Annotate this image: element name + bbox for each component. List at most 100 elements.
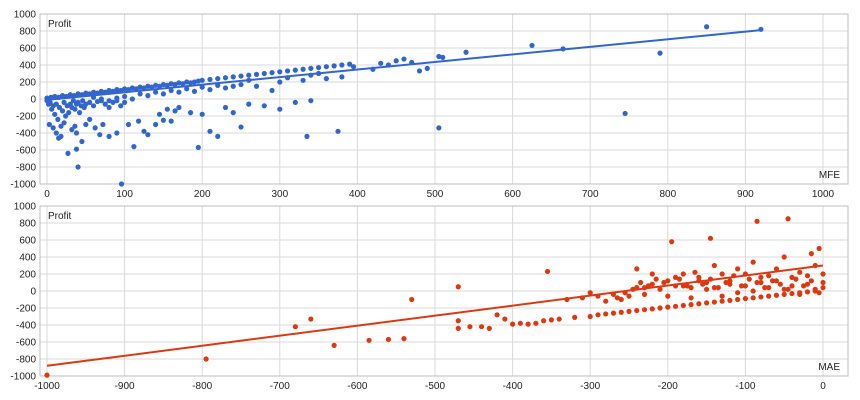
scatter-point — [176, 89, 182, 95]
scatter-point — [455, 325, 461, 331]
scatter-point — [215, 76, 221, 82]
scatter-point — [110, 99, 116, 105]
scatter-point — [100, 121, 106, 128]
scatter-point — [735, 266, 741, 272]
y-axis-label: Profit — [48, 211, 72, 222]
scatter-point — [292, 324, 298, 330]
scatter-point — [657, 50, 663, 56]
y-tick-label: 600 — [19, 44, 36, 55]
scatter-point — [304, 133, 310, 139]
scatter-point — [486, 325, 492, 331]
scatter-point — [331, 63, 337, 69]
scatter-point — [766, 285, 772, 291]
y-tick-label: -1000 — [10, 372, 36, 383]
scatter-point — [463, 49, 469, 55]
scatter-point — [153, 121, 159, 128]
scatter-point — [55, 116, 61, 122]
scatter-point — [246, 72, 252, 78]
y-tick-label: 200 — [19, 78, 36, 89]
y-tick-label: -200 — [16, 304, 36, 315]
scatter-point — [711, 262, 717, 269]
scatter-point — [696, 301, 702, 307]
y-tick-label: -400 — [16, 129, 36, 140]
scatter-point — [292, 67, 298, 73]
scatter-point — [688, 295, 694, 301]
scatter-point — [610, 310, 617, 316]
scatter-point — [723, 279, 729, 286]
scatter-point — [548, 317, 555, 323]
y-tick-label: -400 — [16, 321, 36, 332]
scatter-point — [172, 81, 178, 88]
scatter-point — [300, 77, 306, 83]
scatter-point — [641, 291, 648, 297]
x-axis-label: MAE — [818, 362, 840, 373]
trend-line — [46, 29, 762, 101]
scatter-point — [145, 93, 151, 99]
scatter-point — [98, 96, 104, 102]
scatter-point — [331, 342, 337, 348]
scatter-point — [688, 285, 694, 291]
scatter-point — [672, 303, 679, 309]
scatter-point — [75, 164, 81, 170]
scatter-point — [168, 118, 174, 124]
x-tick-label: -1000 — [34, 381, 60, 392]
scatter-point — [53, 130, 59, 136]
scatter-point — [665, 304, 671, 310]
scatter-point — [719, 293, 725, 299]
scatter-point — [230, 74, 236, 80]
scatter-point — [83, 121, 89, 128]
scatter-point — [335, 128, 341, 134]
scatter-point — [409, 296, 415, 303]
scatter-point — [541, 318, 547, 324]
scatter-point — [812, 286, 818, 292]
scatter-point — [118, 181, 125, 187]
scatter-point — [750, 259, 756, 265]
scatter-point — [649, 271, 655, 277]
scatter-point — [797, 269, 803, 275]
scatter-point — [711, 299, 717, 305]
scatter-point — [47, 99, 53, 105]
scatter-point — [754, 279, 760, 286]
scatter-point — [92, 125, 98, 131]
scatter-point — [308, 316, 314, 322]
scatter-point — [102, 101, 108, 107]
scatter-point — [137, 84, 143, 90]
x-tick-label: 800 — [659, 189, 676, 200]
y-tick-label: -800 — [16, 355, 36, 366]
scatter-point — [253, 71, 260, 77]
scatter-point — [129, 96, 135, 102]
scatter-point — [187, 110, 194, 116]
scatter-point — [366, 337, 372, 343]
scatter-point — [653, 276, 659, 282]
scatter-point — [808, 278, 814, 284]
x-tick-label: -900 — [115, 381, 135, 392]
scatter-point — [72, 123, 78, 129]
scatter-point — [622, 110, 628, 117]
scatter-point — [176, 80, 182, 86]
scatter-point — [773, 266, 780, 272]
scatter-point — [773, 292, 780, 298]
scatter-point — [129, 85, 135, 91]
scatter-point — [614, 295, 620, 301]
scatter-point — [766, 273, 772, 279]
x-tick-label: 200 — [194, 189, 211, 200]
scatter-point — [781, 254, 787, 260]
scatter-point — [669, 239, 675, 245]
scatter-point — [118, 103, 124, 109]
mfe-chart: -1000 -800 -600 -400 -200 0 200 400 600 800 1000 0 1… — [10, 10, 849, 200]
scatter-point — [416, 68, 423, 74]
y-tick-label: -800 — [16, 163, 36, 174]
scatter-point — [46, 121, 52, 128]
x-tick-label: 600 — [504, 189, 521, 200]
scatter-point — [808, 251, 814, 257]
x-tick-label: 0 — [820, 381, 826, 392]
x-tick-label: -500 — [425, 381, 445, 392]
scatter-point — [649, 306, 655, 312]
scatter-point — [195, 78, 201, 84]
scatter-point — [308, 98, 314, 104]
scatter-point — [634, 266, 640, 272]
scatter-point — [801, 283, 807, 289]
scatter-point — [87, 99, 93, 105]
scatter-point — [816, 290, 822, 296]
x-tick-label: -400 — [503, 381, 523, 392]
